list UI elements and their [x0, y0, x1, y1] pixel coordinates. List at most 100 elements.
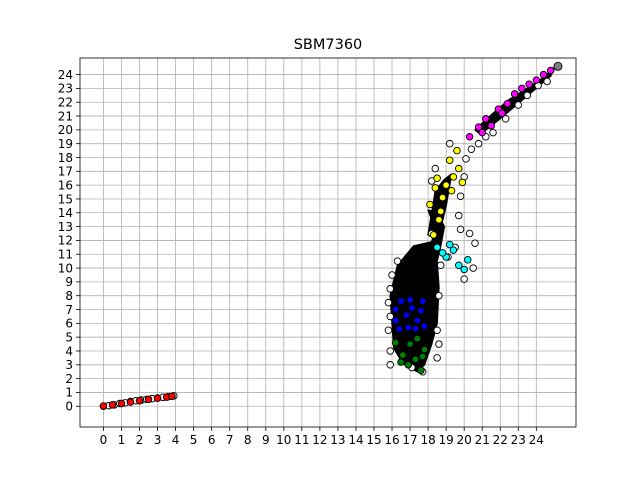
scatter-point-white	[386, 312, 394, 321]
scatter-point-blue	[391, 316, 400, 325]
scatter-point-cyan	[433, 243, 441, 252]
scatter-point-white	[523, 91, 532, 100]
x-tick-label: 8	[244, 433, 252, 447]
x-tick-label: 18	[420, 433, 435, 447]
x-tick-label: 7	[226, 433, 234, 447]
x-tick-label: 3	[154, 433, 162, 447]
x-tick-label: 0	[100, 433, 108, 447]
x-tick-label: 11	[294, 433, 309, 447]
y-tick-label: 18	[58, 151, 73, 165]
scatter-point-white	[384, 326, 393, 335]
scatter-point-red	[108, 401, 117, 409]
scatter-point-white	[386, 347, 394, 355]
y-tick-label: 5	[65, 330, 73, 344]
scatter-point-blue	[406, 296, 414, 304]
scatter-point-green	[420, 345, 429, 354]
scatter-point-white	[431, 164, 440, 173]
scatter-point-yellow	[458, 178, 467, 187]
scatter-point-white	[543, 77, 551, 86]
x-axis-ticks: 0 1 2 3 4 5 6 7 8 9 10 11 12 13 14 15 16 17 18 19 20 21 22 23 24	[100, 427, 544, 447]
x-tick-label: 23	[511, 433, 526, 447]
scatter-point-magenta	[546, 66, 555, 75]
scatter-point-blue	[413, 316, 422, 325]
scatter-point-white	[433, 326, 441, 335]
scatter-point-yellow	[438, 193, 447, 202]
scatter-point-white	[465, 229, 474, 238]
scatter-point-green	[397, 358, 405, 366]
scatter-point-green	[417, 366, 425, 375]
scatter-point-yellow	[435, 215, 443, 224]
scatter-point-magenta	[525, 80, 533, 89]
x-tick-label: 24	[529, 433, 544, 447]
scatter-point-magenta	[510, 90, 519, 98]
scatter-point-blue	[417, 307, 425, 315]
scatter-point-red	[153, 394, 162, 403]
scatter-point-white	[467, 145, 476, 153]
scatter-point-white	[436, 261, 445, 270]
scatter-point-green	[406, 340, 414, 348]
scatter-point-blue	[404, 323, 413, 332]
y-tick-label: 2	[65, 372, 73, 386]
y-tick-label: 6	[65, 317, 73, 331]
x-tick-label: 13	[330, 433, 345, 447]
scatter-point-red	[99, 402, 108, 410]
y-tick-label: 14	[58, 206, 73, 220]
y-tick-label: 22	[58, 96, 73, 110]
scatter-point-green	[411, 355, 420, 364]
scatter-point-yellow	[447, 186, 456, 195]
scatter-point-yellow	[442, 181, 450, 189]
scatter-point-yellow	[455, 164, 463, 173]
scatter-point-red	[117, 399, 126, 408]
scatter-point-white	[384, 298, 393, 307]
scatter-point-green	[413, 334, 422, 343]
scatter-point-white	[386, 285, 394, 293]
scatter-point-magenta	[482, 115, 490, 123]
scatter-point-yellow	[433, 174, 441, 182]
scatter-point-white	[456, 192, 465, 200]
scatter-point-white	[456, 225, 465, 234]
y-tick-label: 21	[58, 109, 73, 123]
scatter-point-green	[418, 352, 427, 361]
scatter-point-white	[435, 291, 443, 300]
scatter-point-cyan	[460, 265, 468, 274]
scatter-point-magenta	[474, 123, 483, 131]
y-tick-label: 1	[65, 386, 73, 400]
x-tick-label: 2	[136, 433, 144, 447]
x-tick-label: 14	[348, 433, 363, 447]
y-tick-label: 23	[58, 82, 73, 96]
scatter-point-red	[144, 395, 153, 404]
scatter-point-blue	[397, 297, 405, 305]
y-tick-label: 10	[58, 261, 73, 275]
scatter-point-yellow	[445, 156, 454, 165]
scatter-point-green	[399, 351, 407, 359]
scatter-point-green	[404, 361, 413, 369]
scatter-point-magenta	[478, 128, 486, 137]
scatter-point-magenta	[503, 99, 512, 108]
scatter-point-blue	[418, 297, 427, 305]
scatter-point-cyan	[445, 240, 454, 249]
scatter-point-cyan	[438, 249, 447, 257]
x-tick-label: 9	[262, 433, 270, 447]
x-tick-label: 19	[438, 433, 453, 447]
scatter-point-blue	[420, 322, 429, 330]
y-tick-label: 11	[58, 248, 73, 262]
y-tick-label: 24	[58, 68, 73, 82]
scatter-point-magenta	[539, 70, 548, 79]
scatter-point-white	[474, 139, 483, 148]
scatter-point-white	[489, 128, 497, 137]
scatter-point-yellow	[449, 173, 458, 181]
scatter-point-white	[386, 361, 394, 369]
scatter-point-white	[514, 101, 523, 109]
scatter-point-magenta	[465, 133, 474, 141]
x-tick-label: 1	[118, 433, 126, 447]
x-tick-label: 12	[312, 433, 327, 447]
x-tick-label: 5	[190, 433, 198, 447]
scatter-point-magenta	[518, 84, 526, 93]
scatter-point-magenta	[498, 109, 506, 118]
chart-title: SBM7360	[294, 37, 363, 53]
y-tick-label: 15	[58, 192, 73, 206]
y-tick-label: 8	[65, 289, 73, 303]
scatter-point-white	[433, 354, 441, 362]
scatter-point-white	[393, 257, 402, 265]
